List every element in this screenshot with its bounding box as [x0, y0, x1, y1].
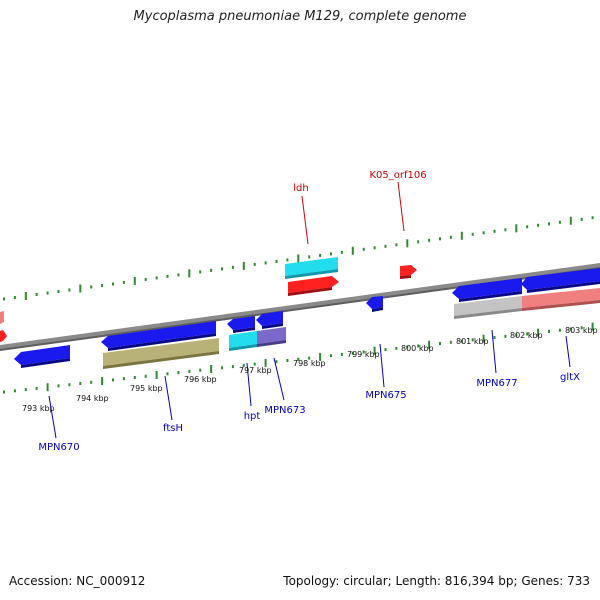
- gene-label-mpn673: MPN673: [264, 405, 305, 416]
- scale-label-796: 796 kbp: [184, 375, 217, 384]
- callout-mpn675: [379, 343, 385, 388]
- gene-label-ldh: ldh: [293, 183, 308, 194]
- accession-text: Accession: NC_000912: [9, 574, 146, 588]
- gene-label-gltx: gltX: [560, 372, 580, 383]
- callout-mpn670: [48, 395, 57, 439]
- callout-k05-orf106: [397, 181, 405, 232]
- scale-label-798: 798 kbp: [293, 359, 326, 368]
- callout-ldh: [301, 195, 309, 245]
- callout-mpn673: [273, 357, 285, 401]
- feature-mpn677-grey: [454, 296, 522, 319]
- callout-mpn677: [491, 329, 497, 374]
- topology-text: Topology: circular; Length: 816,394 bp; …: [283, 574, 590, 588]
- scale-label-801: 801 kbp: [456, 337, 489, 346]
- genome-backbone-shade: [0, 267, 600, 351]
- inner-tick-track: [3, 322, 594, 394]
- feature-k05-orf106: [400, 265, 417, 279]
- scale-label-800: 800 kbp: [401, 344, 434, 353]
- callout-hpt: [246, 362, 252, 407]
- scale-label-803: 803 kbp: [565, 326, 598, 335]
- feature-ftsh: [101, 321, 216, 351]
- feature-ftsh-olive: [103, 338, 219, 369]
- scale-label-793: 793 kbp: [22, 404, 55, 413]
- gene-label-mpn677: MPN677: [476, 378, 517, 389]
- feature-mpn677: [452, 278, 522, 302]
- feature-edge-left-pink: [0, 311, 4, 324]
- feature-mpn673-cds: [256, 311, 283, 329]
- scale-label-797: 797 kbp: [239, 366, 272, 375]
- outer-tick-track: [3, 216, 594, 301]
- map-title: Mycoplasma pneumoniae M129, complete gen…: [133, 9, 467, 24]
- feature-mpn670: [14, 345, 70, 368]
- feature-edge-left-red: [0, 330, 7, 342]
- feature-ldh-rna: [285, 257, 338, 279]
- genome-backbone: [0, 263, 600, 350]
- gene-label-ftsh: ftsH: [163, 423, 183, 434]
- scale-label-794: 794 kbp: [76, 394, 109, 403]
- callout-ftsh: [164, 375, 173, 421]
- callout-gltx: [565, 335, 571, 368]
- feature-hpt-cds: [227, 316, 255, 333]
- feature-hpt-rna: [229, 331, 257, 351]
- scale-label-799: 799 kbp: [347, 350, 380, 359]
- gene-label-mpn670: MPN670: [38, 442, 79, 453]
- feature-mpn675: [366, 296, 383, 312]
- feature-ldh-cds: [288, 276, 339, 296]
- feature-gltx: [521, 268, 600, 293]
- scale-label-795: 795 kbp: [130, 384, 163, 393]
- feature-gltx-pink: [522, 288, 600, 311]
- gene-label-k05-orf106: K05_orf106: [369, 170, 426, 181]
- feature-mpn673-rna: [257, 327, 286, 347]
- gene-label-hpt: hpt: [244, 411, 261, 422]
- gene-label-mpn675: MPN675: [365, 390, 406, 401]
- scale-label-802: 802 kbp: [510, 331, 543, 340]
